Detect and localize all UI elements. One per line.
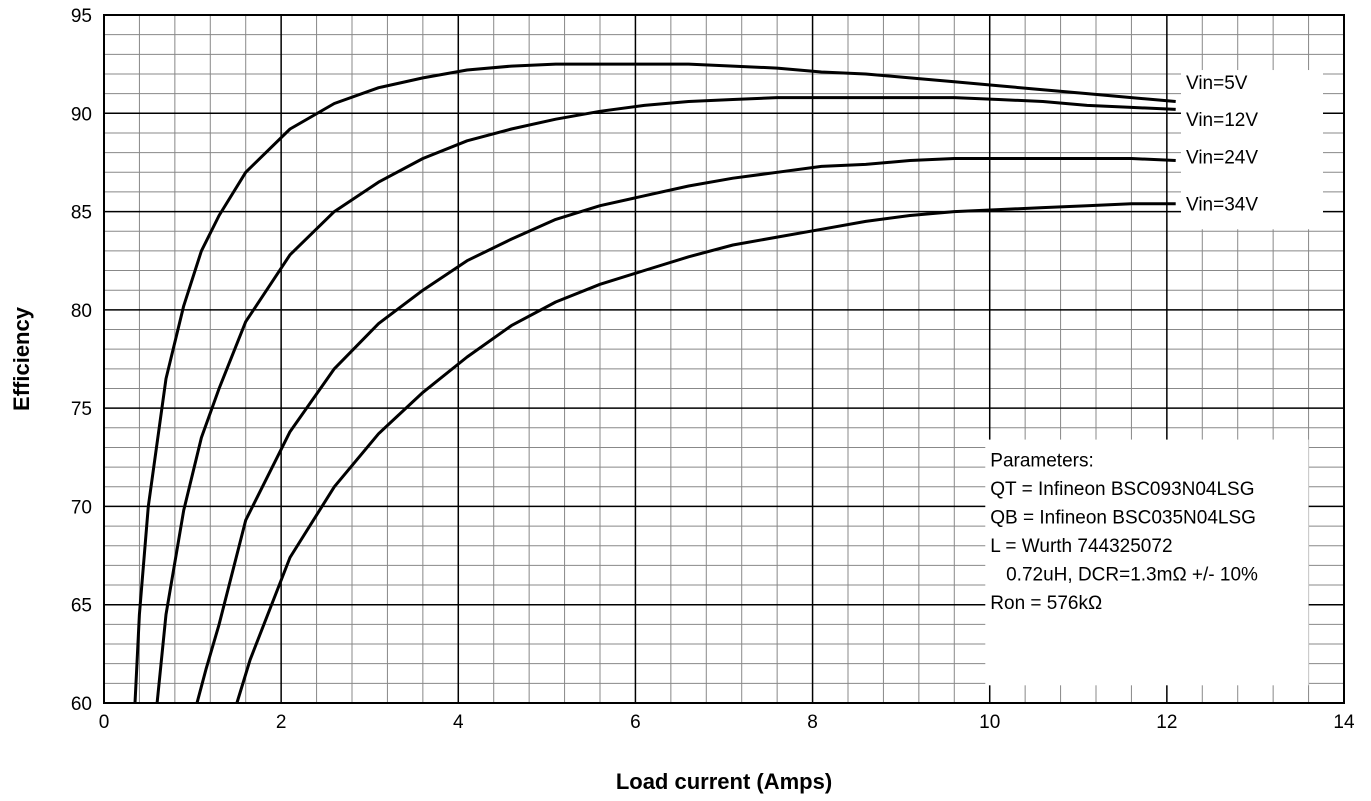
x-tick-label: 12 (1156, 712, 1177, 733)
y-tick-label: 75 (71, 399, 92, 420)
series-labels: Vin=5V Vin=12V Vin=24V Vin=34V (1186, 73, 1258, 216)
y-tick-label: 70 (71, 497, 92, 518)
y-tick-label: 85 (71, 203, 92, 224)
annotation-line: Parameters: (990, 451, 1093, 472)
series-label: Vin=24V (1186, 148, 1258, 169)
x-tick-label: 2 (276, 712, 287, 733)
series-line-1 (133, 62, 1176, 704)
x-axis-ticks: 0 2 4 6 8 10 12 14 (99, 712, 1355, 733)
y-axis-ticks: 60 65 70 75 80 85 90 95 (71, 6, 92, 715)
plot-frame (103, 14, 1345, 704)
x-axis-title: Load current (Amps) (616, 769, 832, 794)
y-tick-label: 90 (71, 104, 92, 125)
series-label: Vin=12V (1186, 110, 1258, 131)
x-tick-label: 8 (807, 712, 818, 733)
y-tick-label: 80 (71, 301, 92, 322)
series-line-3 (195, 157, 1176, 704)
annotation-line: Ron = 576kΩ (990, 593, 1102, 614)
annotation-line: QT = Infineon BSC093N04LSG (990, 479, 1254, 500)
series-line-4 (235, 202, 1176, 704)
x-tick-label: 10 (979, 712, 1000, 733)
y-tick-label: 95 (71, 6, 92, 27)
series-label-box (1181, 70, 1323, 230)
annotation-line: 0.72uH, DCR=1.3mΩ +/- 10% (990, 565, 1258, 586)
parameters-box (985, 439, 1309, 686)
y-tick-label: 60 (71, 694, 92, 715)
y-tick-label: 65 (71, 596, 92, 617)
annotation-line: L = Wurth 744325072 (990, 536, 1172, 557)
x-tick-label: 0 (99, 712, 110, 733)
series-label: Vin=34V (1186, 195, 1258, 216)
series-layer (133, 62, 1176, 704)
series-line-2 (155, 96, 1176, 704)
x-tick-label: 14 (1333, 712, 1355, 733)
annotation-line: QB = Infineon BSC035N04LSG (990, 508, 1256, 529)
y-axis-title: Efficiency (9, 306, 34, 411)
x-tick-label: 6 (630, 712, 641, 733)
series-label: Vin=5V (1186, 73, 1248, 94)
x-tick-label: 4 (453, 712, 464, 733)
parameters-annotation: Parameters: QT = Infineon BSC093N04LSG QB … (990, 451, 1258, 615)
